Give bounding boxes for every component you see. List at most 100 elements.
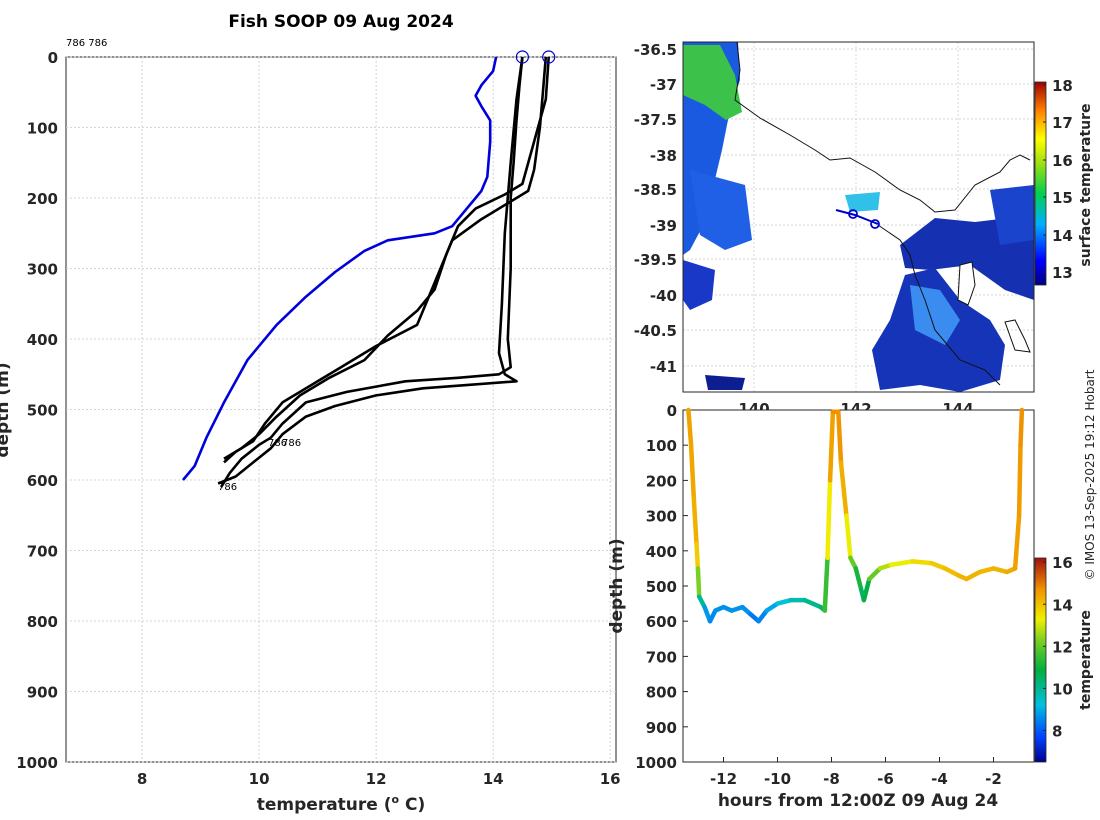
map-lat-tick: -38 [650, 147, 677, 165]
sst-colorbar-tick: 13 [1052, 264, 1073, 282]
temp-colorbar-tick: 12 [1052, 638, 1073, 656]
depth-time-x-tick: -2 [985, 770, 1002, 788]
track-segment [822, 555, 830, 613]
coastline-mainland [734, 41, 1031, 213]
sst-patch-warm [683, 45, 742, 120]
track-segment [838, 460, 849, 518]
track-segment [977, 566, 996, 575]
track-segment [688, 442, 697, 501]
map-lat-tick: -40.5 [634, 322, 677, 340]
profile-ticks: 8 10 12 14 16 0 100 200 300 400 500 600 700 800 900 100… [16, 49, 620, 788]
sst-colorbar [1034, 81, 1047, 286]
track-segment [694, 541, 701, 571]
track-segment [827, 409, 836, 483]
profile-plot: 8 10 12 14 16 0 100 200 300 400 500 600 700 800 900 100… [0, 12, 621, 815]
y-tick-label: 1000 [16, 754, 58, 772]
coastline-track [877, 224, 1001, 386]
y-tick-label: 400 [27, 331, 58, 349]
depth-time-y-tick: 400 [646, 543, 677, 561]
track-segment [1018, 407, 1025, 448]
y-axis-label: depth (m) [0, 362, 13, 457]
x-axis-label: temperature (o C) [257, 793, 426, 815]
coastline [734, 41, 1031, 386]
map-lat-tick: -36.5 [634, 41, 677, 59]
ship-track [835, 209, 879, 225]
sst-patch-west-2 [690, 170, 752, 250]
series-profile-1 [219, 56, 524, 488]
y-tick-label: 900 [27, 684, 58, 702]
top-station-label: 786 786 [66, 38, 107, 49]
surface-marker-2 [542, 50, 556, 64]
chart-title: Fish SOOP 09 Aug 2024 [228, 12, 454, 32]
sst-colorbar-tick: 17 [1052, 114, 1073, 132]
track-segment [775, 597, 794, 606]
track-segment [942, 566, 961, 578]
map-lat-tick: -38.5 [634, 181, 677, 199]
profile-label-2: 786 [282, 438, 301, 449]
track-segment [964, 569, 983, 582]
profile-label-1: 786 [268, 438, 287, 449]
track-segment [836, 409, 844, 466]
y-tick-label: 600 [27, 472, 58, 490]
sst-patch-center [845, 192, 880, 212]
y-tick-label: 300 [27, 261, 58, 279]
temp-colorbar-tick: 14 [1052, 596, 1073, 614]
surface-marker-1 [515, 50, 529, 64]
map-lat-tick: -41 [650, 358, 677, 376]
depth-time-y-tick: 700 [646, 648, 677, 666]
sst-colorbar-label: surface temperature [1078, 103, 1094, 266]
series-climatology [181, 56, 498, 481]
depth-time-y-tick: 600 [646, 613, 677, 631]
x-tick-label: 10 [249, 770, 270, 788]
depth-time-track [686, 407, 1025, 624]
depth-time-y-tick: 200 [646, 472, 677, 490]
sst-colorbar-tick: 16 [1052, 152, 1073, 170]
map-lat-tick: -40 [650, 287, 677, 305]
depth-time-y-tick: 500 [646, 578, 677, 596]
depth-time-x-tick: -4 [931, 770, 948, 788]
x-tick-label: 12 [366, 770, 387, 788]
sst-patches [683, 42, 1034, 392]
sst-colorbar-tick: 18 [1052, 77, 1073, 95]
sst-patch-northeast [990, 185, 1034, 245]
x-tick-label: 14 [483, 770, 504, 788]
temp-colorbar-label: temperature [1078, 610, 1094, 710]
map-lat-tick: -37 [650, 76, 677, 94]
depth-time-x-label: hours from 12:00Z 09 Aug 24 [718, 791, 999, 811]
depth-time-x-tick: -12 [710, 770, 737, 788]
depth-time-ticks: -12 -10 -8 -6 -4 -2 0 100 200 300 400 500 600 700 800 9… [635, 402, 1002, 788]
y-tick-label: 0 [48, 49, 58, 67]
series-profile-3 [223, 56, 550, 460]
sst-colorbar-tick: 15 [1052, 189, 1073, 207]
track-segment [888, 559, 915, 568]
sst-colorbar-tick: 14 [1052, 227, 1073, 245]
track-segment [853, 566, 864, 592]
track-segment [910, 559, 934, 566]
depth-time-y-tick: 300 [646, 508, 677, 526]
sst-patch-bottom [705, 375, 745, 390]
map-lat-tick: -37.5 [634, 111, 677, 129]
ship-position-start [848, 209, 858, 219]
map-lat-tick: -39.5 [634, 251, 677, 269]
ship-position-end [870, 219, 880, 229]
depth-time-x-tick: -6 [877, 770, 894, 788]
map-frame [682, 41, 1035, 393]
track-segment [844, 513, 853, 561]
temp-colorbar-ticks: 8 10 12 14 16 [1043, 554, 1073, 740]
x-tick-label: 8 [137, 770, 147, 788]
map-lat-tick: -39 [650, 217, 677, 235]
depth-time-y-tick: 1000 [635, 754, 677, 772]
y-tick-label: 500 [27, 402, 58, 420]
depth-time-y-tick: 0 [667, 402, 677, 420]
track-segment [991, 566, 1010, 575]
x-tick-label: 16 [600, 770, 621, 788]
track-segment [686, 407, 694, 448]
temp-colorbar-tick: 10 [1052, 680, 1073, 698]
profile-label-3: 786 [218, 482, 237, 493]
depth-time-plot: -12 -10 -8 -6 -4 -2 0 100 200 300 400 500 600 700 800 9… [607, 402, 1094, 811]
track-segment [1012, 513, 1022, 571]
track-segment [867, 566, 883, 582]
track-segment [691, 495, 699, 547]
depth-time-y-tick: 900 [646, 719, 677, 737]
depth-time-y-tick: 800 [646, 684, 677, 702]
